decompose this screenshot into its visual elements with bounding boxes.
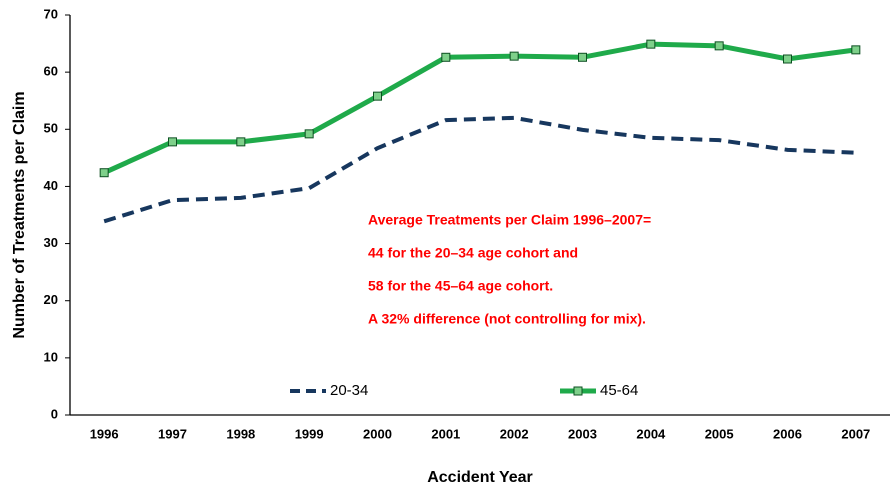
x-tick-label: 2000 [363,426,392,441]
point [168,137,177,147]
point [783,54,792,64]
series-line [103,41,857,175]
x-tick-label: 1997 [158,426,187,441]
x-tick-label: 2002 [500,426,529,441]
x-axis-label: Accident Year [427,469,533,486]
annotation: 58 for the 45–64 age cohort. [368,278,553,294]
point [99,168,109,178]
point [441,52,451,62]
point [509,51,519,61]
point [373,91,382,101]
y-tick-label: 50 [44,121,58,136]
annotation: 44 for the 20–34 age cohort and [368,245,578,261]
point [851,45,861,55]
legend-label: 45-64 [600,382,638,399]
x-tick-label: 2006 [773,426,802,441]
annotation: Average Treatments per Claim 1996–2007= [368,212,651,228]
annotation: A 32% difference (not controlling for mi… [368,311,646,327]
y-tick-label: 0 [51,406,58,421]
x-tick-label: 1996 [90,426,119,441]
y-tick-label: 10 [44,349,58,364]
x-tick-label: 1999 [295,426,324,441]
legend-label: 20-34 [330,382,368,399]
x-tick-label: 1998 [226,426,255,441]
y-tick-label: 30 [44,235,58,250]
y-tick-label: 40 [44,178,58,193]
x-tick-label: 2005 [705,426,734,441]
x-tick-label: 2003 [568,426,597,441]
point [236,137,246,147]
x-tick-label: 2001 [431,426,460,441]
point [714,41,724,51]
y-tick-label: 70 [44,6,58,21]
y-axis-label: Number of Treatments per Claim [11,91,28,338]
x-tick-label: 2004 [636,426,666,441]
legend-marker [573,386,583,396]
y-tick-label: 60 [44,64,58,79]
point [578,52,587,62]
series-line [103,115,856,224]
y-tick-label: 20 [44,292,58,307]
x-tick-label: 2007 [841,426,870,441]
point [304,129,314,139]
point [646,39,656,49]
